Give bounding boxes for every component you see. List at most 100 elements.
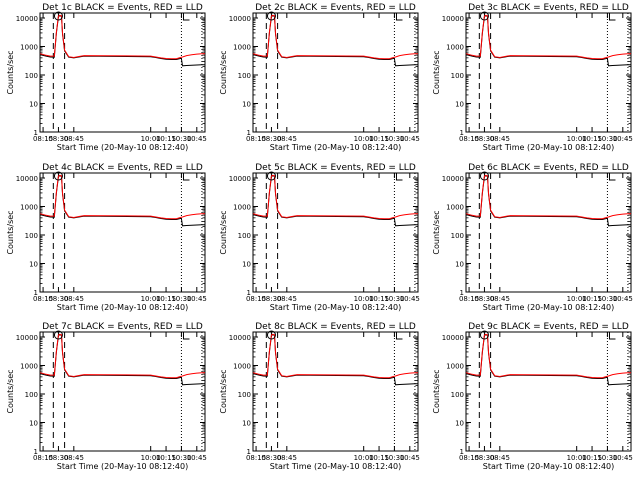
x-tick-label: 08:15 (459, 295, 479, 303)
peak-marker (53, 171, 63, 181)
x-axis-label: Start Time (20-May-10 08:12:40) (270, 303, 401, 312)
x-tick-label: 08:15 (246, 295, 266, 303)
y-tick-label: 10000 (442, 334, 464, 342)
y-tick-label: 10000 (229, 175, 251, 183)
bracket-marker (395, 13, 403, 21)
y-tick-label: 1 (34, 129, 38, 137)
y-tick-label: 10 (29, 101, 38, 109)
x-tick-label: 08:45 (277, 135, 297, 143)
x-tick-label: 10:15 (156, 135, 176, 143)
y-tick-label: 100 (238, 72, 251, 80)
x-tick-label: 10:00 (354, 135, 374, 143)
x-tick-label: 08:15 (33, 454, 53, 462)
plot-panel-5: Det 5c BLACK = Events, RED = LLD 1 10 100 10… (219, 163, 420, 312)
plot-panel-4: Det 4c BLACK = Events, RED = LLD 1 10 100 10… (6, 163, 207, 312)
plot-frame (252, 12, 419, 133)
y-axis-label: Counts/sec (432, 50, 441, 94)
peak-marker (266, 171, 276, 181)
x-tick-label: 08:45 (490, 135, 510, 143)
y-tick-label: 1000 (446, 44, 464, 52)
y-tick-label: 100 (451, 232, 464, 240)
panel-title: Det 2c BLACK = Events, RED = LLD (255, 3, 416, 13)
x-tick-label: 10:00 (141, 454, 161, 462)
y-tick-label: 100 (238, 232, 251, 240)
plot-frame (39, 331, 206, 452)
y-tick-label: 1 (247, 448, 251, 456)
x-tick-label: 10:00 (141, 135, 161, 143)
plot-frame (465, 331, 632, 452)
y-tick-label: 10000 (16, 175, 38, 183)
y-tick-label: 1 (34, 448, 38, 456)
y-axis-label: Counts/sec (6, 369, 15, 413)
x-axis-label: Start Time (20-May-10 08:12:40) (483, 143, 614, 152)
panel-title: Det 5c BLACK = Events, RED = LLD (255, 163, 416, 173)
x-tick-label: 08:30 (474, 454, 494, 462)
x-tick-label: 08:30 (48, 454, 68, 462)
y-axis-label: Counts/sec (219, 50, 228, 94)
x-tick-label: 08:15 (33, 135, 53, 143)
x-tick-label: 10:45 (187, 454, 207, 462)
bracket-marker (608, 13, 616, 21)
x-tick-label: 10:15 (156, 454, 176, 462)
x-tick-label: 08:30 (261, 454, 281, 462)
y-tick-label: 1000 (446, 204, 464, 212)
panel-title: Det 7c BLACK = Events, RED = LLD (42, 322, 203, 332)
plot-panel-3: Det 3c BLACK = Events, RED = LLD 1 10 100 10… (432, 3, 633, 152)
panel-title: Det 9c BLACK = Events, RED = LLD (468, 322, 629, 332)
y-tick-label: 1000 (233, 363, 251, 371)
y-tick-label: 10 (242, 420, 251, 428)
panel-title: Det 4c BLACK = Events, RED = LLD (42, 163, 203, 173)
y-tick-label: 1000 (20, 204, 38, 212)
y-tick-label: 10000 (16, 15, 38, 23)
x-axis-label: Start Time (20-May-10 08:12:40) (57, 462, 188, 471)
x-tick-label: 10:45 (613, 295, 633, 303)
y-tick-label: 100 (451, 72, 464, 80)
plot-frame (252, 331, 419, 452)
x-tick-label: 10:30 (384, 135, 404, 143)
x-tick-label: 10:15 (369, 454, 389, 462)
x-tick-label: 10:00 (567, 454, 587, 462)
x-axis-label: Start Time (20-May-10 08:12:40) (57, 303, 188, 312)
panel-title: Det 6c BLACK = Events, RED = LLD (468, 163, 629, 173)
plot-frame (39, 172, 206, 293)
x-tick-label: 08:15 (246, 454, 266, 462)
x-tick-label: 10:45 (400, 135, 420, 143)
x-tick-label: 08:45 (64, 135, 84, 143)
y-tick-label: 10 (455, 101, 464, 109)
y-tick-label: 100 (451, 391, 464, 399)
x-tick-label: 10:00 (354, 454, 374, 462)
bracket-marker (608, 173, 616, 181)
x-axis-label: Start Time (20-May-10 08:12:40) (57, 143, 188, 152)
x-tick-label: 10:15 (582, 295, 602, 303)
x-tick-label: 08:45 (490, 295, 510, 303)
peak-marker (479, 330, 489, 340)
y-tick-label: 100 (238, 391, 251, 399)
y-tick-label: 1 (247, 289, 251, 297)
x-tick-label: 10:30 (171, 454, 191, 462)
x-tick-label: 10:30 (384, 454, 404, 462)
x-tick-label: 10:00 (567, 295, 587, 303)
x-tick-label: 08:45 (277, 454, 297, 462)
x-tick-label: 10:15 (369, 295, 389, 303)
x-tick-label: 08:45 (64, 295, 84, 303)
y-tick-label: 100 (25, 72, 38, 80)
peak-marker (266, 11, 276, 21)
y-tick-label: 10 (242, 261, 251, 269)
panel-title: Det 8c BLACK = Events, RED = LLD (255, 322, 416, 332)
y-axis-label: Counts/sec (219, 369, 228, 413)
bracket-marker (182, 332, 190, 340)
y-tick-label: 100 (25, 391, 38, 399)
lld-series-line (39, 333, 205, 379)
y-tick-label: 10 (455, 420, 464, 428)
plot-panel-1: Det 1c BLACK = Events, RED = LLD 1 10 100 10… (6, 3, 207, 152)
plot-panel-2: Det 2c BLACK = Events, RED = LLD 1 10 100 10… (219, 3, 420, 152)
y-tick-label: 10 (29, 261, 38, 269)
x-tick-label: 10:30 (384, 295, 404, 303)
plot-panel-8: Det 8c BLACK = Events, RED = LLD 1 10 100 10… (219, 322, 420, 471)
peak-marker (479, 171, 489, 181)
x-axis-label: Start Time (20-May-10 08:12:40) (270, 462, 401, 471)
lld-series-line (252, 14, 418, 60)
y-tick-label: 100 (25, 232, 38, 240)
y-tick-label: 10000 (16, 334, 38, 342)
x-tick-label: 10:15 (582, 135, 602, 143)
